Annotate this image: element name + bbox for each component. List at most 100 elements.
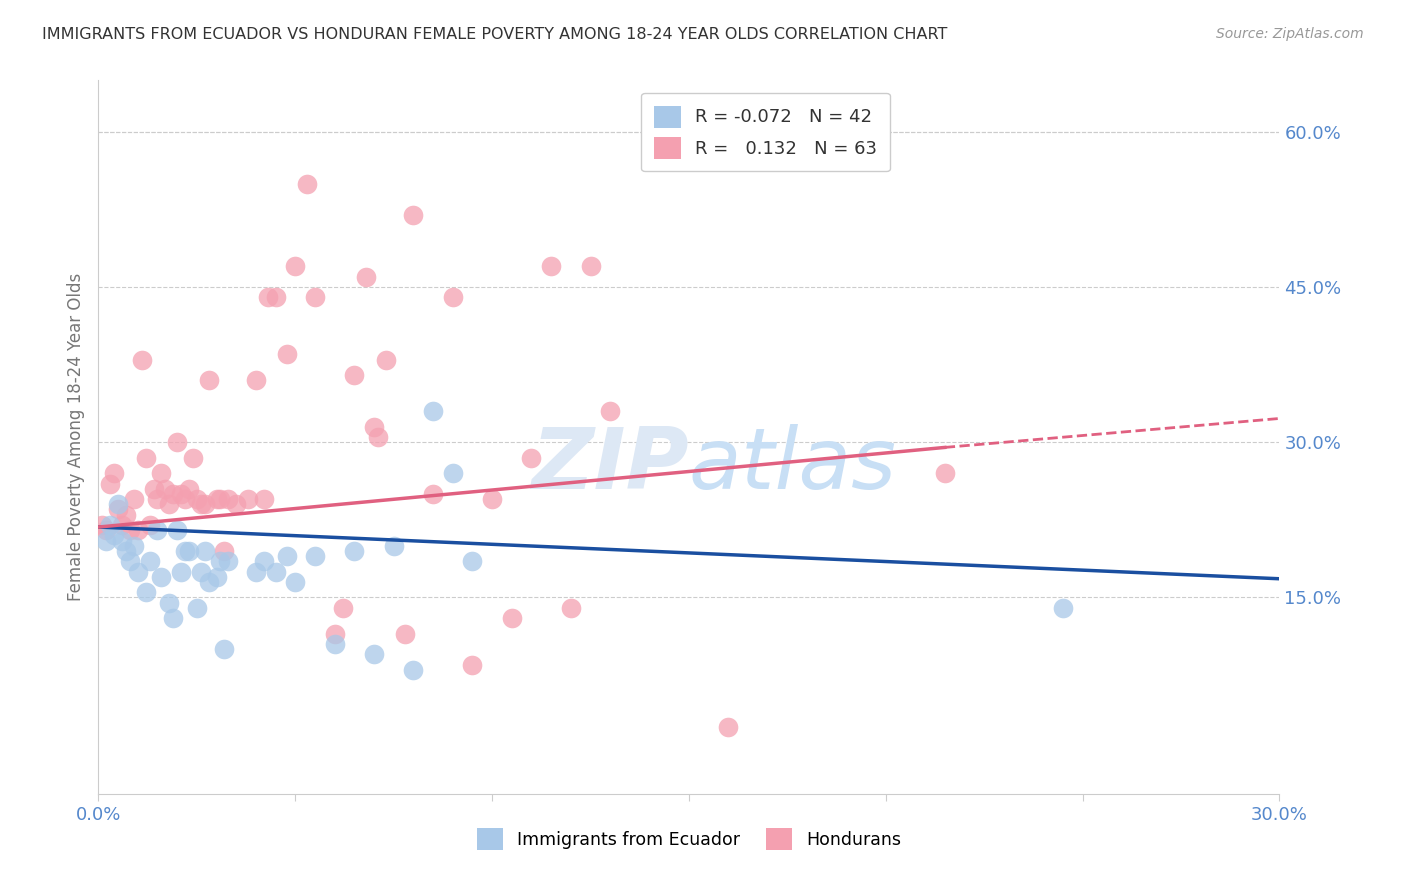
Point [367,430,389,444]
Point [122,492,145,507]
Point [501,611,523,625]
Point [422,404,444,418]
Point [177,482,200,496]
Point [295,177,318,191]
Point [209,554,232,568]
Point [186,492,208,507]
Point [253,554,276,568]
Point [162,611,184,625]
Point [174,544,197,558]
Point [343,368,366,382]
Point [374,352,396,367]
Point [190,497,212,511]
Point [155,482,177,496]
Point [166,435,188,450]
Text: IMMIGRANTS FROM ECUADOR VS HONDURAN FEMALE POVERTY AMONG 18-24 YEAR OLDS CORRELA: IMMIGRANTS FROM ECUADOR VS HONDURAN FEMA… [42,27,948,42]
Point [363,647,385,661]
Point [118,554,141,568]
Point [441,467,464,481]
Point [402,208,425,222]
Point [225,497,247,511]
Point [276,347,298,361]
Point [481,492,503,507]
Legend: Immigrants from Ecuador, Hondurans: Immigrants from Ecuador, Hondurans [470,822,908,856]
Point [194,544,217,558]
Point [111,518,134,533]
Point [197,574,219,589]
Point [579,260,602,274]
Point [91,518,114,533]
Point [138,554,160,568]
Point [166,523,188,537]
Point [363,419,385,434]
Point [170,487,193,501]
Point [135,585,157,599]
Point [122,539,145,553]
Point [150,467,173,481]
Point [209,492,232,507]
Point [118,523,141,537]
Point [157,596,180,610]
Point [284,574,307,589]
Point [115,508,138,522]
Point [332,600,354,615]
Point [256,290,278,304]
Point [214,642,236,657]
Point [323,637,346,651]
Point [131,352,153,367]
Point [103,528,125,542]
Point [205,570,228,584]
Point [934,467,956,481]
Y-axis label: Female Poverty Among 18-24 Year Olds: Female Poverty Among 18-24 Year Olds [66,273,84,601]
Point [304,549,326,563]
Point [264,565,287,579]
Point [422,487,444,501]
Point [127,565,149,579]
Point [146,523,169,537]
Point [717,720,740,734]
Point [1052,600,1074,615]
Point [98,476,121,491]
Point [96,533,118,548]
Point [253,492,276,507]
Point [174,492,197,507]
Text: atlas: atlas [689,424,897,508]
Point [197,373,219,387]
Point [150,570,173,584]
Text: ZIP: ZIP [531,424,689,508]
Point [461,554,484,568]
Point [107,497,129,511]
Point [98,518,121,533]
Point [107,502,129,516]
Point [177,544,200,558]
Point [146,492,169,507]
Point [441,290,464,304]
Point [111,533,134,548]
Point [162,487,184,501]
Point [540,260,562,274]
Point [236,492,259,507]
Point [170,565,193,579]
Point [181,450,204,465]
Point [402,663,425,677]
Point [304,290,326,304]
Point [560,600,582,615]
Point [245,373,267,387]
Point [354,269,377,284]
Point [157,497,180,511]
Point [194,497,217,511]
Point [217,492,239,507]
Point [142,482,165,496]
Point [214,544,236,558]
Point [103,467,125,481]
Point [394,626,416,640]
Point [127,523,149,537]
Point [461,657,484,672]
Point [520,450,543,465]
Text: Source: ZipAtlas.com: Source: ZipAtlas.com [1216,27,1364,41]
Point [599,404,621,418]
Point [245,565,267,579]
Point [115,544,138,558]
Point [382,539,405,553]
Point [138,518,160,533]
